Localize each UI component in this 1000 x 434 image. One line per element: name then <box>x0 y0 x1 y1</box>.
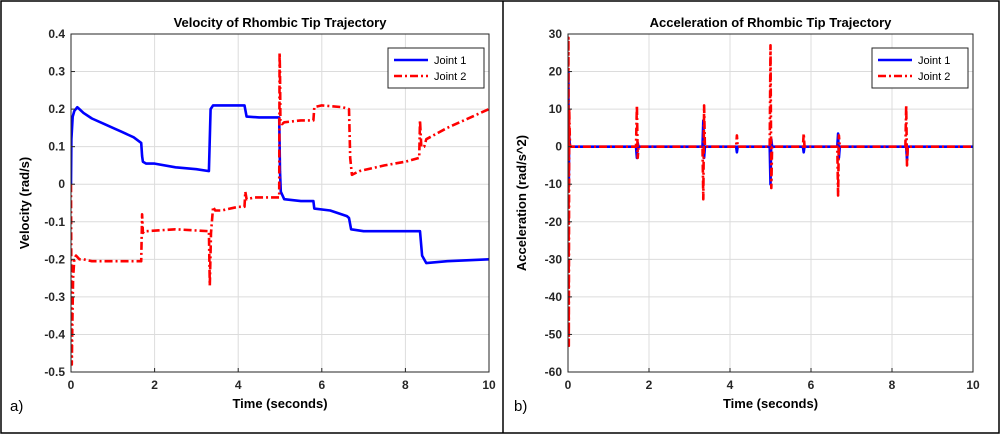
series-line-2 <box>71 51 489 366</box>
velocity-chart: 0 2 4 6 8 10 -0.5 -0.4 -0.3 -0.2 -0.1 0 0.1 0.2 0.3 0.4… <box>17 15 496 411</box>
x-tick-label: 8 <box>889 378 896 392</box>
y-tick-label: -40 <box>545 290 563 304</box>
y-tick-label: 20 <box>549 65 563 79</box>
y-tick-label: -30 <box>545 252 563 266</box>
y-tick-label: -0.1 <box>44 215 65 229</box>
y-tick-label: 0.2 <box>48 102 65 116</box>
x-tick-label: 4 <box>235 378 242 392</box>
y-tick-label: -0.3 <box>44 290 65 304</box>
legend-label-2: Joint 2 <box>434 71 466 83</box>
y-tick-label: 0.1 <box>48 140 65 154</box>
chart-title: Acceleration of Rhombic Tip Trajectory <box>650 15 893 30</box>
panel-label-a: a) <box>10 398 23 415</box>
y-axis-label: Velocity (rad/s) <box>17 157 32 249</box>
series-line-2 <box>568 36 973 348</box>
y-tick-label: -0.4 <box>44 327 65 341</box>
x-tick-label: 6 <box>808 378 815 392</box>
y-tick-label: 0.3 <box>48 65 65 79</box>
x-tick-label: 0 <box>565 378 572 392</box>
acceleration-chart: 0 2 4 6 8 10 -60 -50 -40 -30 -20 -10 0 10 20 30 Accelera… <box>514 15 980 411</box>
y-tick-label: 0 <box>58 177 65 191</box>
y-tick-label: -0.5 <box>44 365 65 379</box>
y-axis-label: Acceleration (rad/s^2) <box>514 135 529 271</box>
legend-box <box>871 47 969 89</box>
x-tick-label: 10 <box>966 378 980 392</box>
axes-box <box>567 33 974 373</box>
y-tick-label: 10 <box>549 102 563 116</box>
legend-label-1: Joint 1 <box>918 55 950 67</box>
x-tick-label: 2 <box>151 378 158 392</box>
x-axis-label: Time (seconds) <box>232 396 327 411</box>
x-tick-label: 2 <box>646 378 653 392</box>
y-tick-label: -20 <box>545 215 563 229</box>
y-tick-label: 0.4 <box>48 27 65 41</box>
x-axis-label: Time (seconds) <box>723 396 818 411</box>
legend-label-2: Joint 2 <box>918 71 950 83</box>
legend-box <box>387 47 485 89</box>
y-tick-label: 0 <box>555 140 562 154</box>
axes-box <box>70 33 490 373</box>
y-tick-label: -10 <box>545 177 563 191</box>
x-tick-label: 0 <box>68 378 75 392</box>
series-group <box>568 36 973 348</box>
panel-label-b: b) <box>514 398 527 415</box>
x-tick-label: 6 <box>318 378 325 392</box>
x-tick-label: 10 <box>482 378 496 392</box>
legend-label-1: Joint 1 <box>434 55 466 67</box>
series-line-1 <box>71 104 489 265</box>
y-tick-label: -50 <box>545 327 563 341</box>
series-group <box>71 51 489 366</box>
y-tick-label: -0.2 <box>44 252 65 266</box>
x-tick-label: 8 <box>402 378 409 392</box>
y-tick-label: 30 <box>549 27 563 41</box>
y-tick-label: -60 <box>545 365 563 379</box>
x-tick-label: 4 <box>727 378 734 392</box>
chart-title: Velocity of Rhombic Tip Trajectory <box>174 15 388 30</box>
